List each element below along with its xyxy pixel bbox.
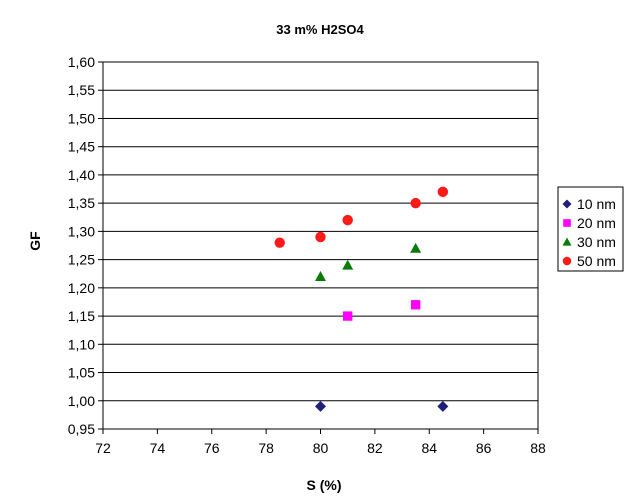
data-points [274,186,449,412]
y-tick-label: 1,60 [68,54,95,70]
x-tick-label: 72 [95,440,111,456]
data-point-50-nm [410,197,421,209]
legend-label-30-nm: 30 nm [577,234,616,250]
data-point-10-nm [437,400,449,412]
data-point-10-nm [315,400,326,412]
y-tick-label: 1,05 [68,365,95,381]
plot-area [102,61,539,430]
legend-marker-30-nm [562,237,572,246]
legend-label-10-nm: 10 nm [577,196,616,212]
y-tick-label: 1,10 [68,336,95,352]
x-tick-label: 86 [476,440,492,456]
data-point-50-nm [315,231,326,243]
data-point-30-nm [342,259,354,270]
y-tick-label: 1,55 [68,82,95,98]
y-tick-label: 1,25 [68,252,95,268]
legend-label-20-nm: 20 nm [577,215,616,231]
chart-title: 33 m% H2SO4 [276,22,364,37]
x-tick-label: 82 [367,440,383,456]
y-tick-label: 1,00 [68,393,95,409]
axis-ticks: 0,95 1,00 1,05 1,10 1,15 1,20 1,25 1,30 1,35 1,40… [68,54,546,456]
y-tick-label: 1,30 [68,223,95,239]
x-axis-title: S (%) [307,477,342,493]
data-point-30-nm [315,271,326,281]
legend-marker-10-nm [562,199,572,209]
x-tick-label: 80 [313,440,329,456]
data-point-20-nm [343,311,353,321]
legend-box [557,186,624,272]
x-tick-label: 88 [530,440,546,456]
x-tick-label: 74 [150,440,166,456]
y-tick-label: 1,45 [68,139,95,155]
x-tick-label: 84 [421,440,437,456]
data-point-50-nm [274,237,285,248]
legend-marker-50-nm [562,256,572,266]
y-tick-label: 1,35 [68,195,95,211]
x-tick-label: 78 [258,440,274,456]
data-point-20-nm [410,300,421,310]
y-tick-label: 1,50 [68,110,95,126]
y-tick-label: 1,15 [68,308,95,324]
y-tick-label: 0,95 [68,421,95,437]
legend-marker-20-nm [563,219,571,227]
x-tick-label: 76 [204,440,220,456]
data-point-30-nm [410,242,422,253]
y-tick-label: 1,40 [68,167,95,183]
data-point-50-nm [342,214,353,226]
legend: 10 nm 20 nm 30 nm 50 nm [557,186,624,272]
gridlines [103,61,538,430]
y-tick-label: 1,20 [68,280,95,296]
y-axis-title: GF [27,231,43,251]
data-point-50-nm [437,186,449,198]
legend-label-50-nm: 50 nm [577,253,616,269]
